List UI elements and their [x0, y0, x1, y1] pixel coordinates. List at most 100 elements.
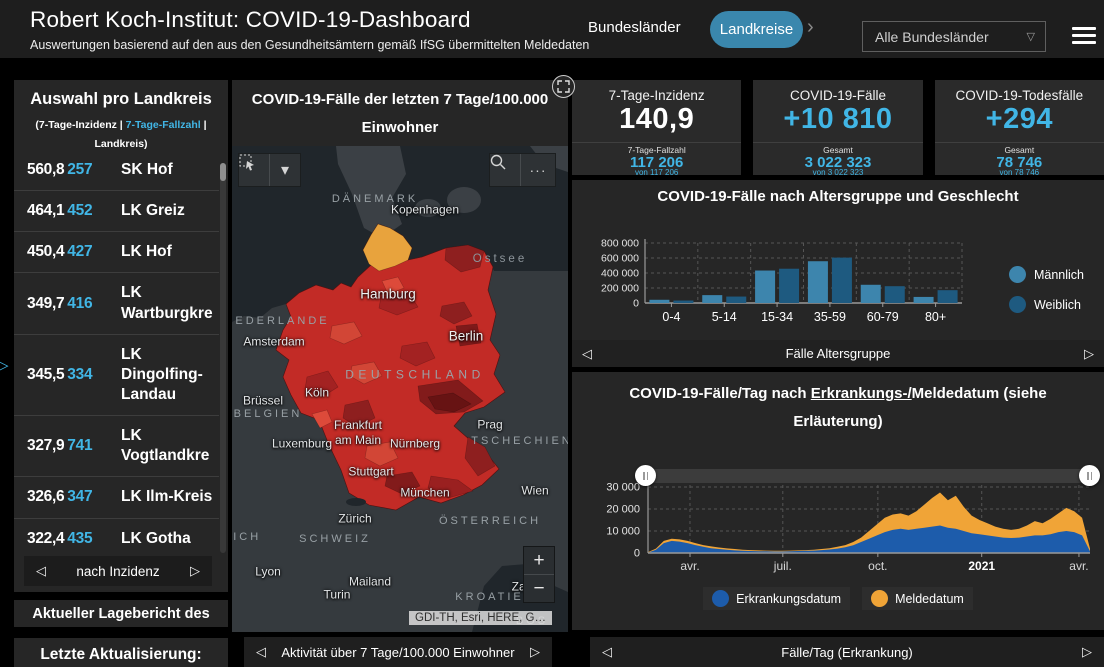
stat-card: 7-Tage-Inzidenz 140,9 7-Tage-Fallzahl 117 2… — [572, 80, 742, 177]
lagebericht-panel[interactable]: Aktueller Lagebericht des — [14, 600, 228, 627]
stat-sub-value: 3 022 323 — [804, 154, 872, 171]
list-item[interactable]: 560,8 257 SK Hof — [14, 150, 219, 192]
menu-icon[interactable] — [1072, 27, 1096, 48]
stat-sub-label: 7-Tage-Fallzahl — [627, 145, 686, 155]
item-values: 560,8 257 — [27, 161, 93, 179]
legend-label: Weiblich — [1033, 297, 1081, 312]
map-select-dropdown-icon[interactable]: ▾ — [269, 154, 300, 186]
time-range-slider[interactable] — [645, 469, 1090, 483]
left-panel-expander-icon[interactable]: ▷ — [0, 357, 9, 374]
map-select-tool-icon[interactable] — [239, 154, 269, 186]
map-select-tools: ▾ — [238, 153, 301, 187]
item-values: 326,6 347 — [27, 488, 93, 506]
stats-row: 7-Tage-Inzidenz 140,9 7-Tage-Fallzahl 117 2… — [572, 80, 1104, 177]
tab-landkreise[interactable]: Landkreise — [710, 11, 803, 48]
pager-label: nach Inzidenz — [76, 563, 160, 579]
svg-text:35-59: 35-59 — [814, 310, 846, 324]
svg-text:80+: 80+ — [925, 310, 946, 324]
stat-title: 7-Tage-Inzidenz — [608, 88, 705, 103]
svg-text:600 000: 600 000 — [601, 253, 639, 265]
list-item[interactable]: 327,9 741 LK Vogtlandkre — [14, 416, 219, 478]
stat-sub-label: Gesamt — [1004, 145, 1035, 155]
list-item[interactable]: 464,1 452 LK Greiz — [14, 191, 219, 233]
legend-label: Männlich — [1033, 267, 1084, 282]
slider-handle-right[interactable] — [1079, 465, 1100, 486]
list-item[interactable]: 326,6 347 LK Ilm-Kreis — [14, 477, 219, 519]
map-more-icon[interactable]: ··· — [520, 154, 555, 186]
legend-item-maennlich[interactable]: Männlich — [1008, 266, 1084, 283]
zoom-in-button[interactable]: + — [524, 547, 554, 575]
stat-sub-label: Gesamt — [823, 145, 853, 155]
list-item[interactable]: 349,7 416 LK Wartburgkre — [14, 273, 219, 335]
svg-text:800 000: 800 000 — [601, 238, 639, 250]
list-item[interactable]: 345,5 334 LK Dingolfing-Landau — [14, 335, 219, 417]
item-name: LK Gotha — [121, 529, 191, 547]
svg-text:20 000: 20 000 — [606, 504, 640, 516]
map-footer: ◁ Aktivität über 7 Tage/100.000 Einwohne… — [244, 637, 552, 667]
pager-next-icon[interactable]: ▷ — [190, 563, 200, 578]
erkrankungs-link[interactable]: Erkrankungs-/ — [810, 385, 912, 402]
tab-next-arrow-icon[interactable]: › — [807, 16, 814, 38]
header-bar: Robert Koch-Institut: COVID-19-Dashboard… — [0, 0, 1104, 58]
list-item[interactable]: 450,4 427 LK Hof — [14, 232, 219, 274]
map-footer-label: Aktivität über 7 Tage/100.000 Einwohner — [281, 644, 515, 660]
svg-text:60-79: 60-79 — [867, 310, 899, 324]
item-values: 349,7 416 — [27, 294, 93, 312]
age-chart-footer: ◁ Fälle Altersgruppe ▷ — [572, 340, 1104, 367]
zoom-out-button[interactable]: − — [533, 577, 545, 599]
stat-title: COVID-19-Todesfälle — [955, 88, 1084, 103]
map-expand-icon[interactable] — [552, 75, 575, 98]
list-item[interactable]: 322,4 435 LK Gotha — [14, 519, 219, 554]
slider-handle-left[interactable] — [635, 465, 656, 486]
search-icon[interactable] — [490, 154, 520, 186]
map-footer-next-icon[interactable]: ▷ — [529, 644, 540, 659]
legend-item-meldedatum[interactable]: Meldedatum — [862, 587, 973, 610]
age-chart-legend: Männlich Weiblich — [1008, 266, 1084, 326]
landkreis-list: 560,8 257 SK Hof 464,1 452 LK Greiz 450,4 427 LK… — [14, 150, 219, 554]
weiblich-dot-icon — [1008, 296, 1026, 313]
fallzahl-link[interactable]: 7-Tage-Fallzahl — [125, 119, 201, 131]
timeline-footer-prev-icon[interactable]: ◁ — [602, 644, 612, 659]
svg-text:0-4: 0-4 — [662, 310, 680, 324]
stat-value: +10 810 — [783, 103, 893, 135]
svg-text:400 000: 400 000 — [601, 268, 639, 280]
map-footer-prev-icon[interactable]: ◁ — [256, 644, 266, 659]
list-scrollbar[interactable] — [220, 163, 226, 553]
age-chart-panel: COVID-19-Fälle nach Altersgruppe und Ges… — [572, 180, 1104, 367]
stat-sub-of: von 3 022 323 — [812, 168, 864, 177]
timeline-footer-next-icon[interactable]: ▷ — [1082, 644, 1092, 659]
timeline-footer-label: Fälle/Tag (Erkrankung) — [781, 644, 913, 660]
svg-text:200 000: 200 000 — [601, 283, 639, 295]
scrollbar-thumb[interactable] — [220, 163, 226, 181]
age-footer-next-icon[interactable]: ▷ — [1084, 345, 1094, 361]
item-values: 322,4 435 — [27, 529, 93, 547]
update-panel: Letzte Aktualisierung: — [14, 638, 228, 667]
landkreis-panel-subtitle: (7-Tage-Inzidenz | 7-Tage-Fallzahl | Lan… — [27, 116, 215, 154]
legend-item-weiblich[interactable]: Weiblich — [1008, 296, 1084, 313]
item-name: LK Wartburgkre — [121, 284, 213, 322]
stat-card: COVID-19-Todesfälle +294 Gesamt 78 746 von 7… — [934, 80, 1104, 177]
stat-card: COVID-19-Fälle +10 810 Gesamt 3 022 323 von … — [753, 80, 923, 177]
timeline-title: COVID-19-Fälle/Tag nach Erkrankungs-/Mel… — [600, 380, 1076, 436]
subtitle-suffix: | Landkreis) — [94, 119, 207, 150]
item-name: LK Dingolfing-Landau — [121, 345, 203, 403]
bundesland-select-value: Alle Bundesländer — [875, 28, 989, 45]
page-subtitle: Auswertungen basierend auf den aus den G… — [30, 38, 590, 52]
age-footer-prev-icon[interactable]: ◁ — [582, 345, 592, 361]
bundesland-select[interactable]: Alle Bundesländer ▽ — [862, 21, 1046, 52]
svg-text:0: 0 — [634, 548, 640, 560]
pager-prev-icon[interactable]: ◁ — [36, 563, 46, 578]
legend-item-erkrankungsdatum[interactable]: Erkrankungsdatum — [703, 587, 851, 610]
stat-value: +294 — [985, 103, 1053, 135]
timeline-title-pre: COVID-19-Fälle/Tag nach — [629, 385, 811, 402]
map-attribution: GDI-TH, Esri, HERE, G… — [409, 611, 552, 625]
tab-bundeslaender[interactable]: Bundesländer — [588, 19, 681, 36]
timeline-title-post: Meldedatum (siehe Erläuterung) — [793, 385, 1047, 430]
stat-sub-value: 117 206 — [629, 154, 684, 171]
timeline-legend: Erkrankungsdatum Meldedatum — [572, 587, 1104, 610]
item-name: LK Greiz — [121, 202, 185, 220]
page-title: Robert Koch-Institut: COVID-19-Dashboard — [30, 7, 471, 32]
item-name: LK Hof — [121, 243, 172, 261]
erkrankungsdatum-dot-icon — [712, 590, 730, 607]
map-canvas[interactable]: DÄNEMARKKopenhagenOstseeHamburgNIEDERLAN… — [232, 146, 568, 632]
